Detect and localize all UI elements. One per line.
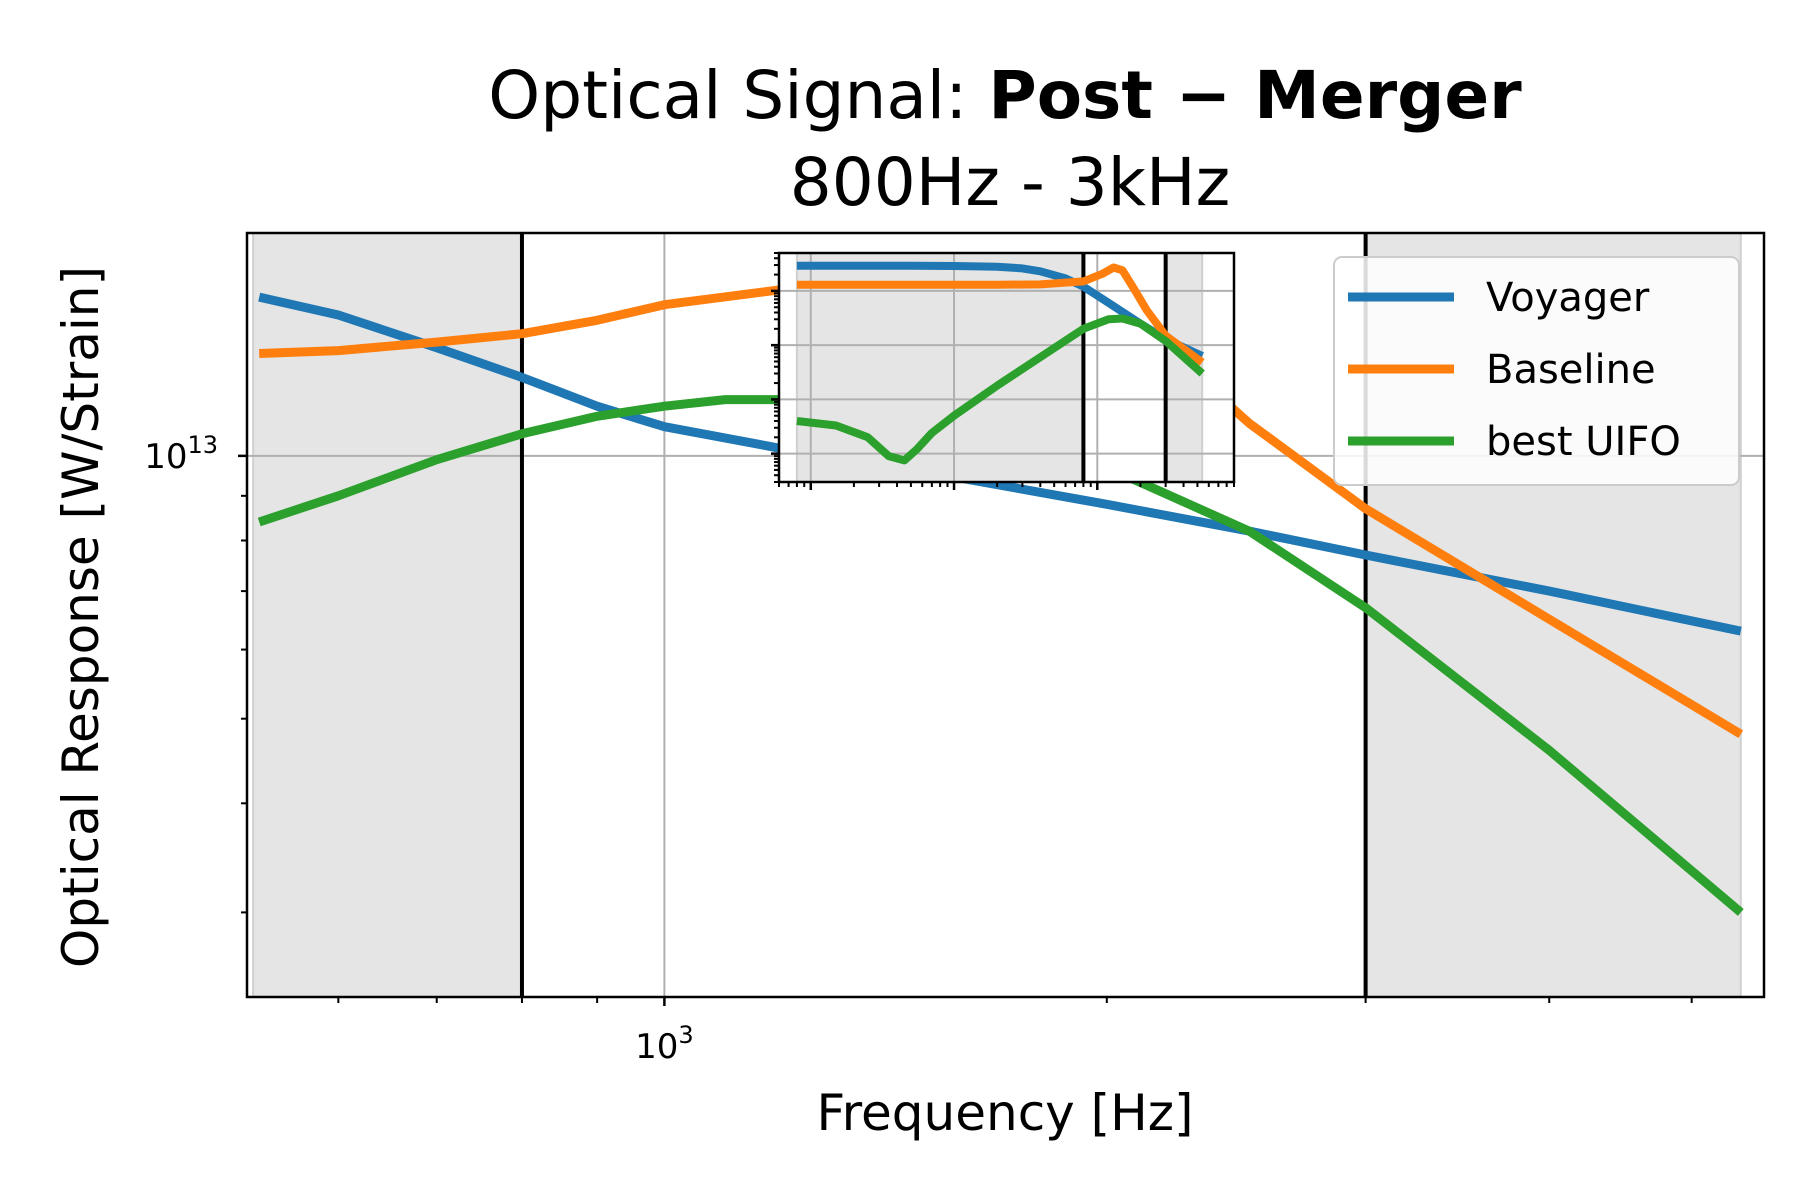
x-axis-label: Frequency [Hz] xyxy=(816,1084,1193,1142)
legend-label-best-uifo: best UIFO xyxy=(1486,419,1681,465)
legend-box xyxy=(1333,256,1740,486)
inset-plot-frame xyxy=(777,251,1236,484)
main-plot-frame xyxy=(245,231,1766,999)
chart-title: Optical Signal: Post − Merger xyxy=(488,57,1522,134)
x-tick-label: 103 xyxy=(635,1021,694,1067)
y-tick-label-exponent: 13 xyxy=(187,431,218,459)
chart-title-regular: Optical Signal: xyxy=(488,57,988,134)
inset-series-line-best-uifo xyxy=(796,314,1205,465)
legend-label-voyager: Voyager xyxy=(1486,275,1650,321)
chart-subtitle: 800Hz - 3kHz xyxy=(790,144,1231,221)
x-tick-label-exponent: 3 xyxy=(678,1021,693,1049)
x-tick-label-base: 10 xyxy=(635,1027,678,1067)
y-tick-label-base: 10 xyxy=(144,437,187,477)
inset-series-line-baseline xyxy=(796,263,1205,366)
chart-title-bold: Post − Merger xyxy=(988,57,1522,134)
y-tick-label: 1013 xyxy=(144,431,218,477)
y-axis-label: Optical Response [W/Strain] xyxy=(52,266,110,968)
legend-label-baseline: Baseline xyxy=(1486,347,1656,393)
inset-plot xyxy=(771,251,1236,490)
legend: Voyager Baseline best UIFO xyxy=(1333,256,1740,486)
